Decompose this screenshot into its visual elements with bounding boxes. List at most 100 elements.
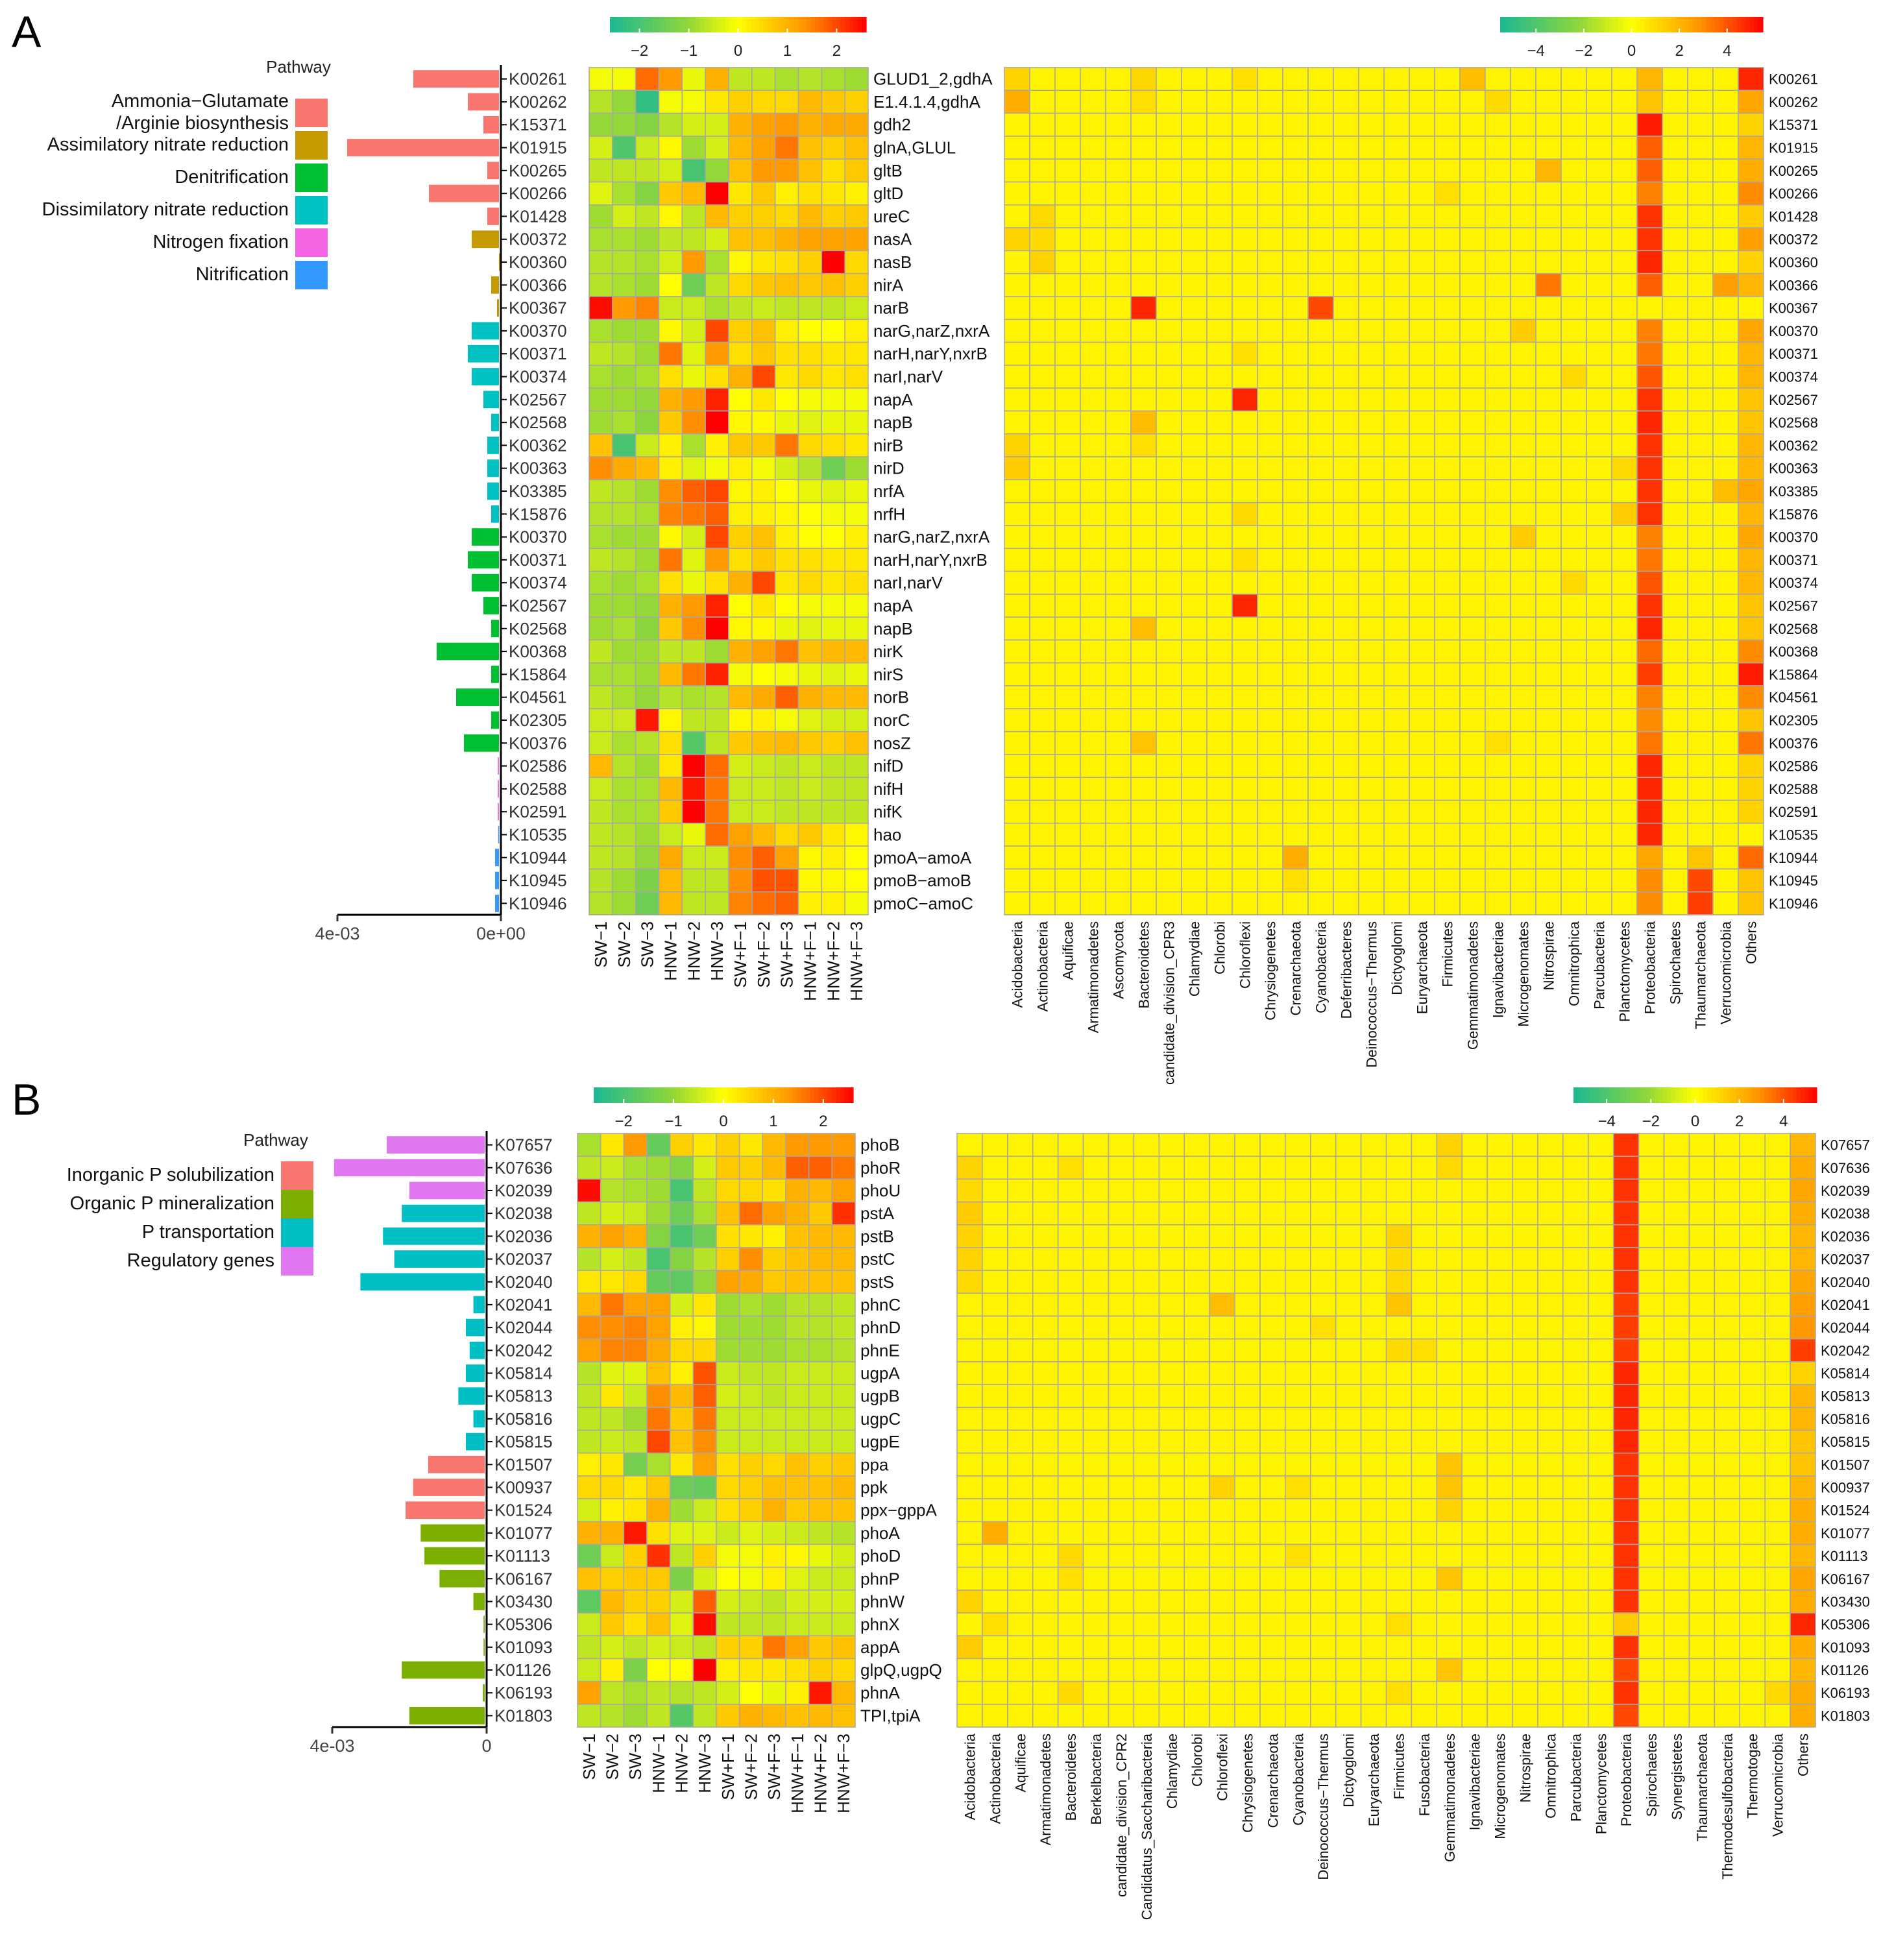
panel-a-taxa-cell [1282, 112, 1309, 137]
panel-b-sample-cell [692, 1315, 717, 1340]
panel-a-taxa-cell [1206, 662, 1233, 686]
panel-a-sample-cell [589, 456, 613, 481]
panel-b-sample-cell [716, 1543, 740, 1568]
panel-a-taxa-cell [1105, 845, 1132, 870]
panel-a-sample-cell [797, 548, 823, 572]
panel-a-taxa-cell [1105, 708, 1132, 732]
panel-b-sample-cell [577, 1384, 601, 1409]
panel-b-taxa-cell [1007, 1384, 1034, 1409]
panel-b-taxa-cell [1461, 1658, 1488, 1682]
panel-a-taxa-cell [1156, 616, 1182, 641]
panel-b-taxa-cell [1234, 1155, 1261, 1180]
panel-b-taxa-cell [1461, 1475, 1488, 1499]
panel-b-taxa-cell [1612, 1658, 1640, 1682]
panel-a-sample-cell [797, 823, 823, 847]
panel-a-taxa-cell [1738, 548, 1764, 572]
panel-a-taxa-cell [1434, 365, 1461, 389]
panel-b-sample-cell [738, 1178, 764, 1203]
panel-a-legend-label: Ammonia−Glutamate/Arginie biosynthesis [112, 91, 289, 134]
panel-b-sample-cell [646, 1224, 671, 1248]
panel-b-taxa-cell [1082, 1452, 1110, 1477]
panel-a-sample-cell [705, 662, 729, 686]
panel-a-taxa-cell [1080, 433, 1106, 457]
panel-a-taxa-cell [1459, 90, 1486, 114]
panel-a-sample-cell [658, 662, 683, 686]
panel-a-sample-cell [589, 570, 613, 595]
panel-b-sample-cell [646, 1635, 671, 1660]
panel-a-taxa-cell [1257, 799, 1283, 824]
panel-a-taxa-cell [1282, 594, 1309, 618]
panel-b-taxa-cell [1739, 1270, 1766, 1294]
panel-a-taxa-cell [1333, 754, 1359, 778]
panel-b-sample-colorbar-segment [849, 1087, 854, 1103]
panel-a-taxa-cell [1560, 479, 1587, 503]
panel-b-taxa-cell [1209, 1178, 1235, 1203]
panel-b-taxa-cell [1259, 1292, 1286, 1317]
panel-b-sample-cell [785, 1590, 810, 1614]
panel-a-sample-cell [612, 662, 637, 686]
panel-b-taxa-cell [1790, 1543, 1816, 1568]
panel-a-sample-cell [751, 410, 776, 435]
panel-b-taxa-cell [1234, 1566, 1261, 1591]
panel-b-taxa-cell [1032, 1384, 1059, 1409]
panel-a-taxa-cell [1434, 570, 1461, 595]
panel-a-taxa-cell [1257, 181, 1283, 206]
panel-a-bar [429, 184, 499, 202]
panel-a-taxa-cell [1105, 341, 1132, 366]
panel-a-bar [464, 734, 499, 752]
panel-b-sample-cell [669, 1498, 694, 1523]
panel-b-taxa-colorbar-segment [1573, 1087, 1578, 1103]
panel-a-taxa-cell [1232, 570, 1258, 595]
panel-a-sample-cell [774, 272, 799, 297]
panel-a-sample-cell [728, 433, 753, 457]
panel-b-taxa-cell [1537, 1429, 1564, 1454]
panel-b-sample-cell [600, 1498, 625, 1523]
panel-b-taxa-cell [1790, 1178, 1816, 1203]
panel-b-taxa-cell [1562, 1704, 1589, 1728]
panel-a-sample-cell [844, 502, 869, 526]
panel-b-taxa-cell [1385, 1704, 1413, 1728]
panel-a-gene-label: hao [873, 825, 901, 844]
panel-a-taxa-cell [1535, 158, 1562, 183]
panel-a-taxa-cell [1459, 754, 1486, 778]
panel-a-taxa-cell [1105, 777, 1132, 801]
panel-a-taxa-cell [1130, 250, 1157, 274]
panel-a-taxa-ko-label: K00362 [1769, 437, 1818, 454]
panel-b-sample-cell [669, 1133, 694, 1157]
panel-a-taxa-cell [1485, 685, 1511, 710]
panel-a-taxa-cell [1586, 616, 1612, 641]
panel-b-sample-cell [646, 1315, 671, 1340]
panel-a-taxa-cell [1535, 181, 1562, 206]
panel-b-taxa-cell [1663, 1635, 1690, 1660]
panel-a-taxa-cell [1333, 250, 1359, 274]
panel-a-sample-cell [751, 181, 776, 206]
panel-b-taxa-cell [956, 1543, 983, 1568]
panel-a-taxa-cell [1232, 754, 1258, 778]
panel-b-sample-cell [646, 1178, 671, 1203]
panel-a-sample-cell [797, 112, 823, 137]
panel-b-taxa-cell [1259, 1543, 1286, 1568]
panel-a-taxa-cell [1333, 502, 1359, 526]
panel-b-taxa-cell [1537, 1704, 1564, 1728]
panel-b-sample-cell [785, 1498, 810, 1523]
panel-a-taxa-cell [1054, 823, 1081, 847]
panel-a-sample-cell [635, 456, 660, 481]
panel-b-taxa-cell [1461, 1384, 1488, 1409]
panel-a-sample-cell [612, 616, 637, 641]
panel-b-taxa-ko-label: K05814 [1821, 1366, 1870, 1382]
panel-b-sample-colorbar-segment [831, 1087, 836, 1103]
panel-a-taxa-cell [1586, 296, 1612, 321]
panel-b-taxa-cell [1133, 1635, 1160, 1660]
panel-a-sample-colorbar-segment [759, 17, 764, 32]
panel-a-taxa-cell [1738, 181, 1764, 206]
panel-a-taxa-cell [1611, 662, 1638, 686]
panel-b-taxa-cell [956, 1270, 983, 1294]
panel-a-sample-cell [844, 639, 869, 664]
panel-a-sample-cell [612, 250, 637, 274]
panel-a-taxa-cell [1687, 548, 1714, 572]
panel-a-sample-colorbar-segment [755, 17, 760, 32]
panel-b-taxa-cell [982, 1224, 1008, 1248]
panel-a-taxa-cell [1560, 250, 1587, 274]
panel-a-sample-cell [751, 158, 776, 183]
panel-a-gene-label: nirK [873, 642, 904, 661]
